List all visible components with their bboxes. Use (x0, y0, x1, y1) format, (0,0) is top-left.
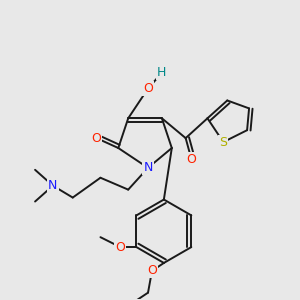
Text: O: O (187, 153, 196, 167)
Text: O: O (115, 241, 125, 254)
Text: O: O (92, 132, 101, 145)
Text: O: O (147, 264, 157, 278)
Text: N: N (48, 179, 58, 192)
Text: S: S (219, 136, 227, 148)
Text: H: H (157, 66, 167, 79)
Text: N: N (143, 161, 153, 174)
Text: O: O (143, 82, 153, 95)
